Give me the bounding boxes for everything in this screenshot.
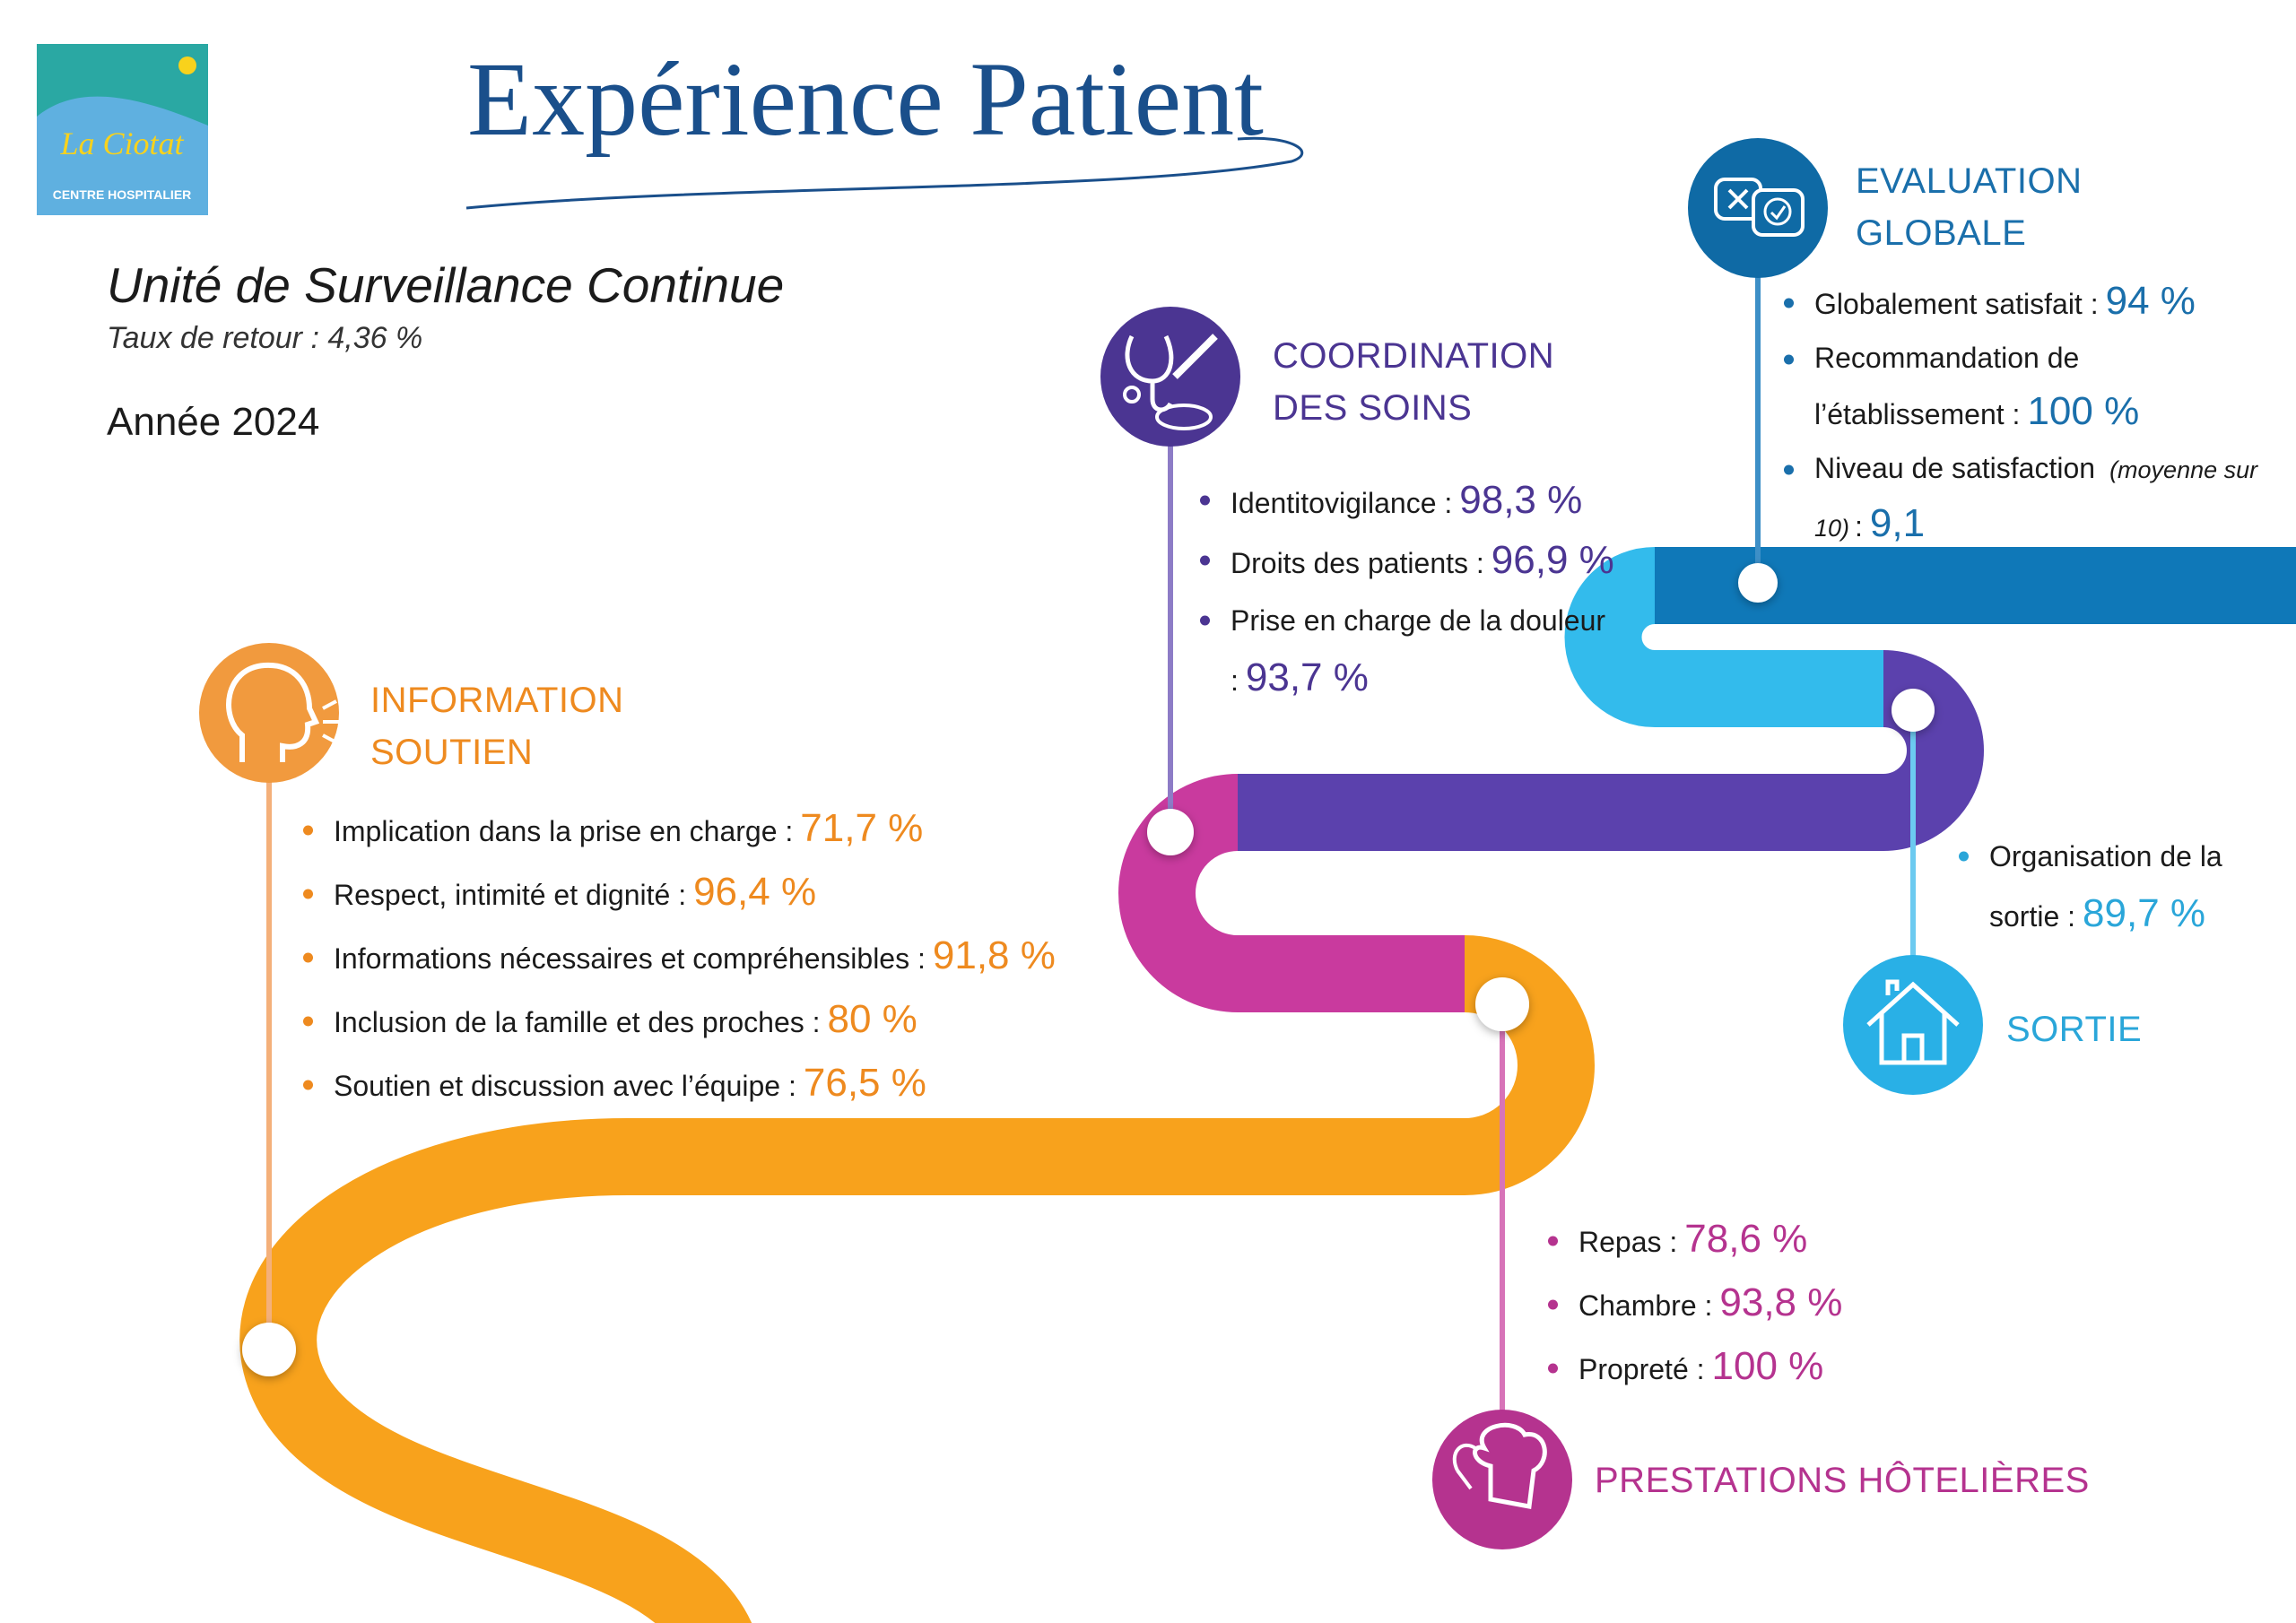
item-list: Implication dans la prise en charge :71,… [300, 798, 1056, 1116]
item: Chambre :93,8 % [1544, 1272, 1842, 1336]
item-value: 9,1 [1869, 501, 1926, 545]
item-value: 100 % [1711, 1344, 1824, 1388]
item: Identitovigilance :98,3 % [1196, 472, 1654, 532]
pin [242, 1323, 296, 1376]
item-label: Globalement satisfait : [1814, 288, 2099, 320]
title-swoosh [465, 136, 1304, 210]
logo-text: La Ciotat [59, 126, 184, 161]
item-value: 80 % [827, 997, 918, 1041]
section-heading: PRESTATIONS HÔTELIÈRES [1595, 1454, 2090, 1506]
icon-sortie [1843, 955, 1983, 1095]
year: Année 2024 [107, 400, 320, 444]
item: Niveau de satisfaction (moyenne sur 10):9… [1780, 441, 2265, 555]
pin [1892, 689, 1935, 732]
heading-line: SORTIE [2006, 1010, 2143, 1049]
item: Organisation de la sortie :89,7 % [1955, 828, 2251, 945]
icon-information [199, 643, 339, 783]
section-heading: COORDINATION DES SOINS [1273, 330, 1554, 434]
item-note: (moyenne sur 10) [1814, 456, 2258, 542]
item-value: 96,9 % [1491, 538, 1614, 582]
item-label: Niveau de satisfaction [1814, 452, 2096, 484]
item: Soutien et discussion avec l’équipe :76,… [300, 1053, 1056, 1116]
item: Repas :78,6 % [1544, 1209, 1842, 1272]
heading-line: INFORMATION [370, 681, 624, 720]
pins [242, 563, 1935, 1376]
item: Droits des patients :96,9 % [1196, 532, 1654, 592]
heading-line: PRESTATIONS HÔTELIÈRES [1595, 1461, 2090, 1500]
return-rate: Taux de retour : 4,36 % [107, 321, 423, 355]
item-list: Repas :78,6 % Chambre :93,8 % Propreté :10… [1544, 1209, 1842, 1400]
item-value: 91,8 % [932, 933, 1056, 977]
item-list: Globalement satisfait :94 % Recommandatio… [1780, 274, 2265, 555]
logo: La Ciotat CENTRE HOSPITALIER [37, 44, 208, 215]
item: Globalement satisfait :94 % [1780, 274, 2265, 331]
item-label: Propreté : [1578, 1353, 1705, 1385]
item-label: Chambre : [1578, 1289, 1713, 1322]
item: Informations nécessaires et compréhensib… [300, 925, 1056, 989]
item: Prise en charge de la douleur :93,7 % [1196, 592, 1654, 709]
item-value: 96,4 % [693, 870, 817, 914]
item-value: 78,6 % [1684, 1217, 1808, 1261]
heading-line: DES SOINS [1273, 388, 1473, 428]
section-heading: INFORMATION SOUTIEN [370, 674, 624, 778]
icon-evaluation [1688, 138, 1828, 278]
pin [1147, 809, 1194, 855]
item: Implication dans la prise en charge :71,… [300, 798, 1056, 862]
item: Inclusion de la famille et des proches :… [300, 989, 1056, 1053]
icon-coordination [1100, 307, 1240, 447]
page-title: Expérience Patient [467, 40, 1264, 158]
item-label: Droits des patients : [1231, 547, 1484, 579]
heading-line: SOUTIEN [370, 733, 534, 772]
item: Recommandation de l’établissement :100 % [1780, 331, 2265, 441]
heading-line: COORDINATION [1273, 336, 1555, 376]
section-heading: SORTIE [2006, 1003, 2142, 1055]
item-label: Identitovigilance : [1231, 487, 1453, 519]
item-label: Recommandation de l’établissement : [1814, 342, 2080, 430]
heading-line: EVALUATION [1856, 161, 2083, 201]
road-orange [239, 935, 1595, 1623]
logo-caption: CENTRE HOSPITALIER [53, 187, 192, 202]
item-suffix: : [1855, 510, 1863, 542]
pin [1738, 563, 1778, 603]
pin [1475, 977, 1529, 1031]
item-label: Informations nécessaires et compréhensib… [334, 942, 926, 975]
item-label: Implication dans la prise en charge : [334, 815, 794, 847]
item-value: 93,8 % [1719, 1280, 1843, 1324]
item: Respect, intimité et dignité :96,4 % [300, 862, 1056, 925]
icon-prestations [1432, 1410, 1572, 1549]
item-value: 98,3 % [1459, 478, 1583, 522]
item-value: 93,7 % [1245, 655, 1369, 699]
item-value: 76,5 % [803, 1061, 926, 1105]
section-heading: EVALUATION GLOBALE [1856, 155, 2082, 259]
item-label: Inclusion de la famille et des proches : [334, 1006, 821, 1038]
item-value: 100 % [2027, 389, 2140, 433]
item-value: 71,7 % [800, 806, 924, 850]
unit-title: Unité de Surveillance Continue [107, 257, 785, 313]
road-magenta [1118, 774, 1465, 1012]
item: Propreté :100 % [1544, 1336, 1842, 1400]
item-label: Soutien et discussion avec l’équipe : [334, 1070, 796, 1102]
item-list: Organisation de la sortie :89,7 % [1955, 828, 2251, 945]
item-label: Organisation de la sortie : [1989, 840, 2222, 933]
item-value: 94 % [2105, 279, 2196, 323]
heading-line: GLOBALE [1856, 213, 2027, 253]
item-list: Identitovigilance :98,3 % Droits des pati… [1196, 472, 1654, 709]
item-label: Prise en charge de la douleur : [1231, 604, 1606, 697]
item-label: Respect, intimité et dignité : [334, 879, 687, 911]
item-label: Repas : [1578, 1226, 1678, 1258]
item-value: 89,7 % [2083, 891, 2206, 935]
